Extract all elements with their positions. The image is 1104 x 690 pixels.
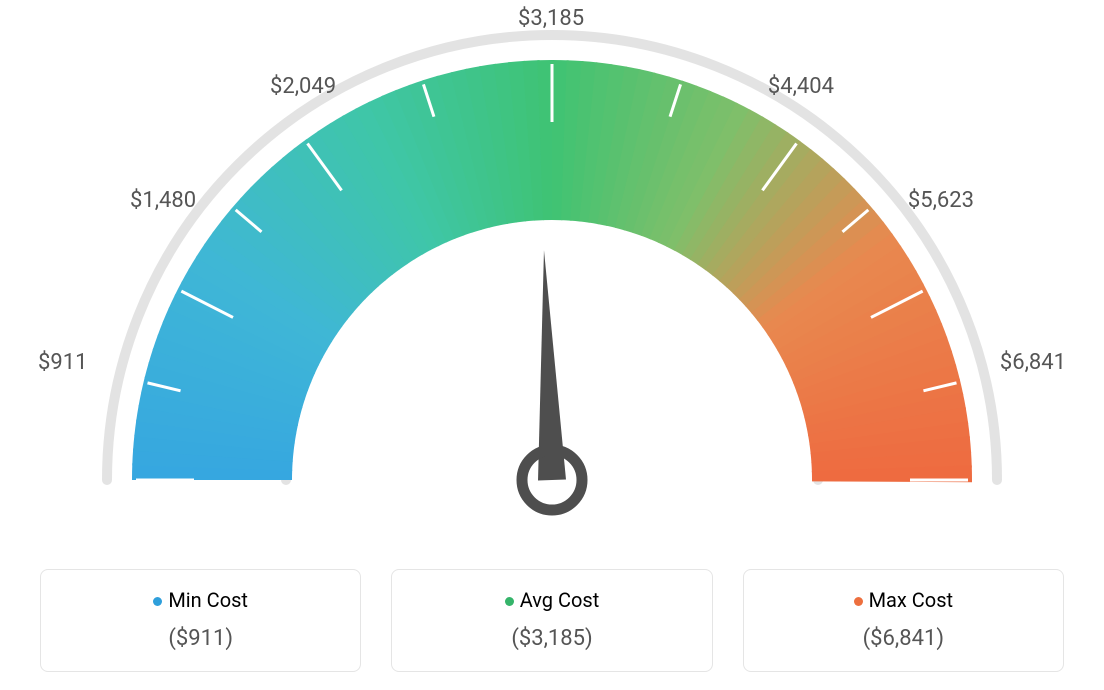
legend-max-title: Max Cost	[754, 588, 1053, 612]
dot-icon	[505, 597, 514, 606]
chart-container: $911 $1,480 $2,049 $3,185 $4,404 $5,623 …	[0, 0, 1104, 690]
legend-max-title-text: Max Cost	[869, 588, 954, 612]
gauge-label-6: $6,841	[1000, 350, 1066, 375]
legend-max: Max Cost ($6,841)	[743, 569, 1064, 672]
legend-avg-title: Avg Cost	[402, 588, 701, 612]
gauge-label-1: $1,480	[130, 188, 196, 213]
gauge-svg	[0, 0, 1104, 560]
legend-avg-value: ($3,185)	[402, 626, 701, 651]
gauge-label-5: $5,623	[908, 188, 974, 213]
gauge-label-0: $911	[38, 350, 87, 375]
legend-avg: Avg Cost ($3,185)	[391, 569, 712, 672]
legend-min-value: ($911)	[51, 626, 350, 651]
legend-min-title: Min Cost	[51, 588, 350, 612]
legend-min-title-text: Min Cost	[168, 588, 248, 612]
gauge-label-3: $3,185	[518, 6, 584, 31]
dot-icon	[153, 597, 162, 606]
legend-min: Min Cost ($911)	[40, 569, 361, 672]
gauge: $911 $1,480 $2,049 $3,185 $4,404 $5,623 …	[0, 0, 1104, 560]
legend-avg-title-text: Avg Cost	[520, 588, 600, 612]
gauge-label-4: $4,404	[768, 74, 834, 99]
dot-icon	[854, 597, 863, 606]
legend-row: Min Cost ($911) Avg Cost ($3,185) Max Co…	[40, 569, 1064, 672]
gauge-label-2: $2,049	[270, 74, 336, 99]
legend-max-value: ($6,841)	[754, 626, 1053, 651]
